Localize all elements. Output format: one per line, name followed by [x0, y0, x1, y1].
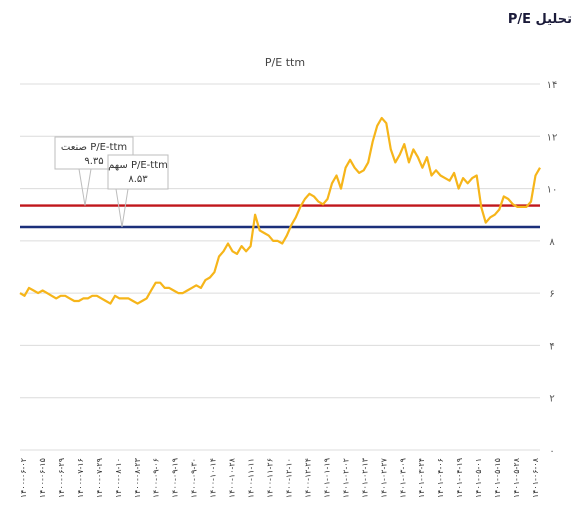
x-tick-label: ۱۴۰۱-۰۵-۰۱	[474, 458, 483, 498]
x-tick-label: ۱۴۰۰-۱۱-۱۱	[247, 458, 256, 498]
callout-box	[107, 154, 169, 190]
x-tick-label: ۱۴۰۰-۰۸-۱۰	[114, 458, 123, 498]
page-title: تحلیل P/E	[507, 12, 572, 27]
x-tick-label: ۱۴۰۰-۰۹-۱۹	[171, 458, 180, 498]
y-tick-label: ۱۰	[547, 185, 558, 196]
chart-grid	[20, 83, 540, 451]
x-axis: ۱۴۰۰-۰۶-۰۲ ۱۴۰۰-۰۶-۱۵ ۱۴۰۰-۰۶-۲۹ ۱۴۰۰-۰۷-۱۶…	[19, 457, 540, 498]
callout-value: ۹.۳۵	[84, 156, 103, 167]
x-tick-label: ۱۴۰۰-۱۰-۱۴	[209, 458, 218, 498]
x-tick-label: ۱۴۰۱-۰۳-۲۴	[417, 458, 426, 498]
callouts: صنعت P/E-ttm ۹.۳۵ سهم P/E-ttm ۸.۵۳	[54, 136, 169, 228]
y-tick-label: ۱۲	[547, 132, 558, 143]
x-tick-label: ۱۴۰۰-۰۷-۱۶	[76, 458, 85, 498]
callout-pointer	[78, 168, 86, 206]
x-tick-label: ۱۴۰۰-۰۷-۲۹	[95, 458, 104, 498]
y-axis: ۰ ۲ ۴ ۶ ۸ ۱۰ ۱۲ ۱۴	[547, 80, 558, 457]
callout-label: سهم P/E-ttm	[108, 160, 168, 171]
x-tick-label: ۱۴۰۰-۱۲-۲۴	[303, 458, 312, 498]
x-tick-label: ۱۴۰۰-۰۶-۰۲	[19, 458, 28, 498]
y-tick-label: ۰	[549, 446, 554, 457]
x-tick-label: ۱۴۰۱-۰۲-۲۷	[379, 457, 388, 498]
callout-pointer	[115, 188, 123, 228]
series-layer	[19, 116, 541, 305]
x-tick-label: ۱۴۰۱-۰۵-۲۸	[512, 457, 521, 498]
x-tick-label: ۱۴۰۱-۰۴-۰۶	[436, 458, 445, 498]
y-tick-label: ۱۴	[547, 80, 558, 91]
callout: سهم P/E-ttm ۸.۵۳	[107, 154, 169, 228]
callout-pointer	[84, 168, 92, 206]
x-tick-label: ۱۴۰۰-۰۶-۱۵	[38, 458, 47, 498]
x-tick-label: ۱۴۰۱-۰۳-۰۹	[398, 458, 407, 498]
chart-title: P/E ttm	[265, 56, 305, 69]
y-tick-label: ۴	[549, 341, 554, 352]
y-tick-label: ۲	[549, 394, 554, 405]
x-tick-label: ۱۴۰۱-۰۲-۱۳	[360, 457, 369, 498]
x-tick-label: ۱۴۰۰-۱۱-۲۶	[266, 458, 275, 498]
reference-lines	[20, 204, 540, 229]
x-tick-label: ۱۴۰۰-۱۰-۲۸	[228, 457, 237, 498]
callout-box	[54, 136, 134, 170]
x-tick-label: ۱۴۰۰-۰۹-۰۶	[152, 458, 161, 498]
x-tick-label: ۱۴۰۰-۰۸-۲۳	[133, 457, 142, 498]
callout-value: ۸.۵۳	[128, 174, 148, 185]
y-tick-label: ۶	[549, 289, 554, 300]
callout: صنعت P/E-ttm ۹.۳۵	[54, 136, 134, 206]
x-tick-label: ۱۴۰۱-۰۵-۱۵	[493, 458, 502, 498]
y-tick-label: ۸	[549, 237, 555, 248]
x-tick-label: ۱۴۰۰-۱۲-۱۰	[285, 458, 294, 498]
x-tick-label: ۱۴۰۰-۰۶-۲۹	[57, 458, 66, 498]
callout-pointer	[121, 188, 129, 228]
x-tick-label: ۱۴۰۱-۰۴-۱۹	[455, 458, 464, 498]
callout-label: صنعت P/E-ttm	[61, 142, 127, 153]
x-tick-label: ۱۴۰۱-۰۱-۱۹	[322, 458, 331, 498]
x-tick-label: ۱۴۰۱-۰۶-۰۸	[531, 457, 540, 498]
x-tick-label: ۱۴۰۱-۰۲-۰۲	[341, 458, 350, 498]
series-line	[19, 116, 541, 305]
x-tick-label: ۱۴۰۰-۰۹-۳۰	[190, 458, 199, 498]
